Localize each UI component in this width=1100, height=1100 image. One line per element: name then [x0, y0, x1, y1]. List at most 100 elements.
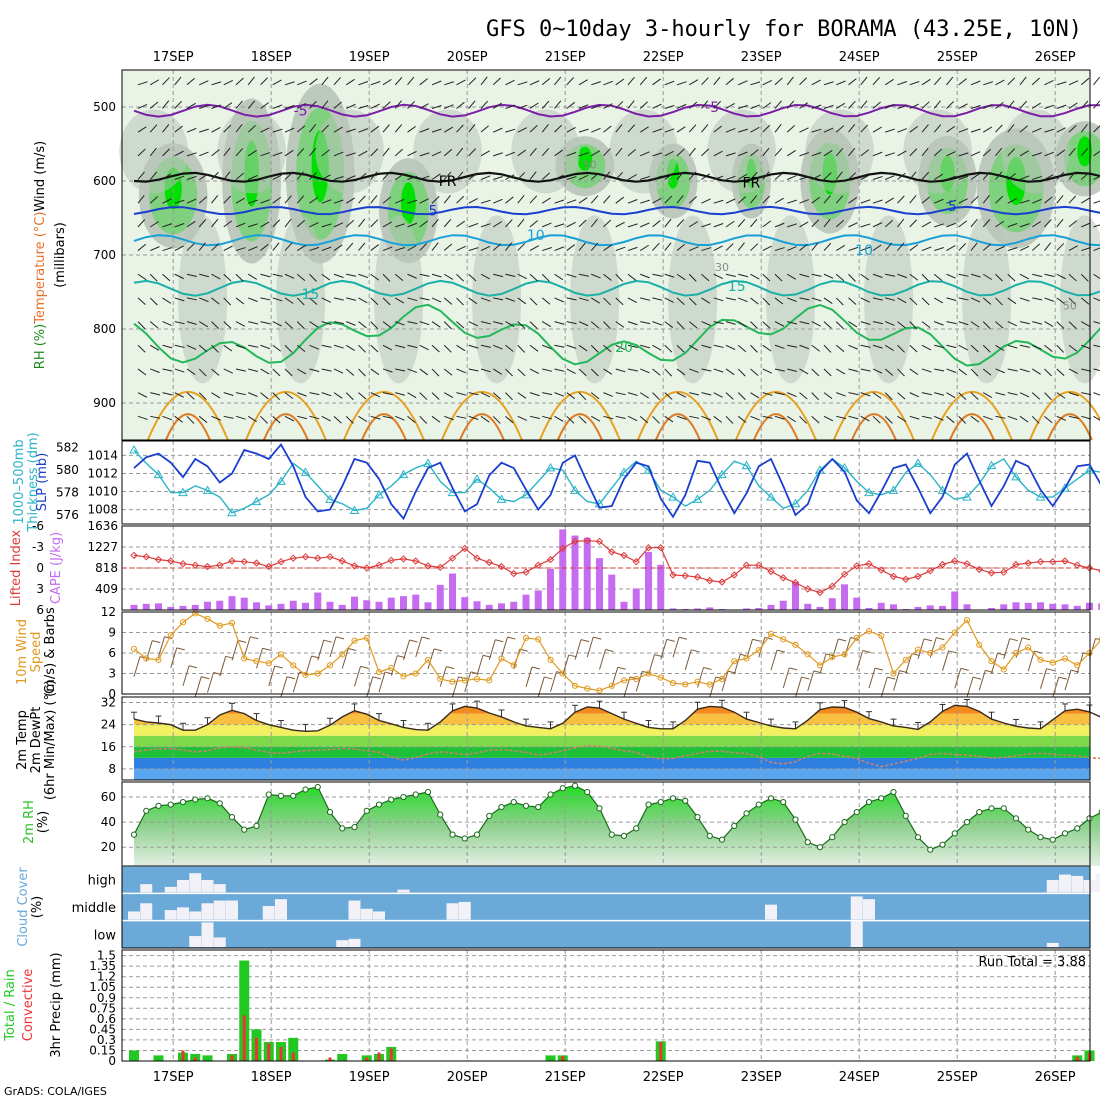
cape-bar-50 — [743, 608, 750, 610]
date-label-bottom-6: 23SEP — [741, 1070, 782, 1085]
isotherm-label-2: FR — [439, 174, 457, 190]
lifted-index-point-12 — [277, 557, 285, 566]
cape-bar-44 — [669, 608, 677, 610]
cloud-middle-cell-59 — [850, 896, 863, 920]
cape-tick-2: 818 — [95, 561, 118, 575]
lifted-index-point-58 — [840, 570, 849, 579]
thickness-tick-0: 576 — [56, 508, 79, 522]
wind-speed-point-66 — [939, 644, 946, 651]
cloud-low-cell-17 — [336, 940, 349, 947]
cape-bar-15 — [314, 592, 322, 610]
cape-bar-40 — [620, 601, 628, 610]
cape-bar-46 — [694, 608, 701, 610]
rh2m-point-53 — [780, 798, 787, 806]
cape-bar-67 — [951, 591, 959, 610]
date-label-bottom-4: 21SEP — [545, 1070, 586, 1085]
thickness-slp-panel: 576 578 580 582 1008 1010 1012 1014 1000–500mbTh… — [12, 432, 1100, 533]
cloud-middle-cell-18 — [348, 900, 361, 920]
cloud-level-label-middle: middle — [72, 901, 116, 916]
lifted-index-point-2 — [154, 555, 163, 564]
cape-bar-39 — [608, 574, 616, 610]
wind-speed-point-30 — [498, 655, 505, 662]
cloud-axis-label: Cloud Cover(%) — [16, 867, 45, 947]
hot-contour-6 — [752, 413, 799, 441]
cloud-high-cell-76 — [1059, 874, 1071, 893]
wind-speed-point-60 — [865, 628, 873, 635]
rh2m-point-24 — [424, 788, 432, 796]
cloud-middle-cell-7 — [213, 900, 226, 920]
wind-speed-point-25 — [437, 675, 444, 683]
wind-speed-point-32 — [522, 634, 530, 642]
temp-tick-2: 24 — [101, 718, 116, 732]
t2m-axis-label: 2m Temp2m DewPt(6hr Min/Max) (°C) — [15, 680, 58, 800]
thickness-tick-3: 582 — [56, 441, 79, 455]
lifted-index-point-27 — [461, 544, 469, 553]
rh2m-point-67 — [951, 830, 958, 837]
rh2m-point-3 — [167, 801, 174, 808]
wind-speed-point-74 — [1037, 656, 1044, 663]
rh2m-point-62 — [890, 788, 897, 796]
cape-axis-label: CAPE (J/kg) — [49, 532, 64, 604]
cape-bar-76 — [1061, 604, 1069, 610]
thickness-point-10 — [251, 496, 262, 506]
rh2m-point-50 — [743, 810, 750, 817]
cape-bar-56 — [816, 606, 824, 610]
lifted-index-point-33 — [534, 561, 542, 569]
hot-contour-2 — [360, 413, 407, 441]
lifted-index-point-44 — [669, 571, 677, 579]
pressure-tick-0: 500 — [93, 100, 116, 114]
wind-speed-point-69 — [976, 641, 983, 648]
cloud-middle-cell-4 — [177, 907, 189, 920]
rh2m-point-42 — [645, 801, 652, 808]
temp-tick-1: 16 — [101, 740, 116, 754]
rh2m-point-71 — [1000, 805, 1007, 812]
cape-bar-70 — [988, 607, 995, 610]
cape-bar-79 — [1098, 603, 1100, 610]
lifted-index-point-68 — [963, 560, 971, 568]
cape-bar-3 — [167, 606, 175, 610]
wind-speed-point-59 — [853, 634, 860, 642]
cape-bar-9 — [240, 597, 248, 610]
thickness-point-20 — [374, 489, 384, 499]
cape-bar-73 — [1024, 602, 1032, 610]
slp-axis-label: SLP (mb) — [35, 453, 50, 512]
rh-label-2: 50 — [1063, 299, 1077, 312]
lifted-index-point-57 — [828, 582, 836, 590]
lifted-index-point-65 — [926, 567, 934, 575]
cape-bar-0 — [130, 604, 138, 610]
warm-contour-8 — [930, 391, 1013, 441]
precip-conv-bar-11 — [267, 1043, 271, 1061]
cloud-middle-cell-6 — [201, 903, 214, 920]
cloud-low-cell-18 — [348, 938, 361, 947]
wind-speed-point-44 — [669, 679, 677, 687]
wind-speed-point-68 — [963, 617, 971, 624]
rh2m-point-27 — [461, 835, 468, 842]
rh2m-point-6 — [204, 795, 211, 802]
rh-tick-0: 20 — [101, 840, 116, 854]
lifted-index-point-26 — [448, 554, 457, 562]
wind-speed-point-64 — [914, 646, 922, 653]
pressure-tick-2: 700 — [93, 248, 116, 262]
warm-contour-4 — [538, 391, 621, 441]
rh2m-point-54 — [792, 816, 799, 823]
thickness-point-24 — [423, 458, 433, 467]
lifted-index-point-56 — [816, 588, 824, 597]
wind-speed-point-18 — [351, 637, 358, 644]
cape-bar-45 — [681, 608, 689, 610]
lifted-index-line — [133, 540, 1100, 594]
lifted-index-point-35 — [559, 544, 567, 553]
rh2m-point-77 — [1074, 825, 1081, 832]
isotherm-label-5: 5 — [948, 199, 957, 215]
thickness-point-30 — [496, 494, 507, 503]
wind-barbs — [137, 76, 1100, 424]
cape-bar-71 — [1000, 604, 1008, 610]
wind-speed-point-6 — [204, 615, 211, 622]
lifted-index-point-50 — [742, 561, 751, 569]
slp-tick-0: 1008 — [87, 503, 118, 517]
cape-bar-17 — [338, 604, 346, 610]
cape-bar-74 — [1037, 602, 1044, 610]
cape-bar-61 — [877, 602, 885, 610]
lifted-index-point-34 — [546, 555, 555, 564]
wind-speed-point-61 — [878, 632, 885, 640]
rh2m-point-28 — [473, 831, 481, 838]
